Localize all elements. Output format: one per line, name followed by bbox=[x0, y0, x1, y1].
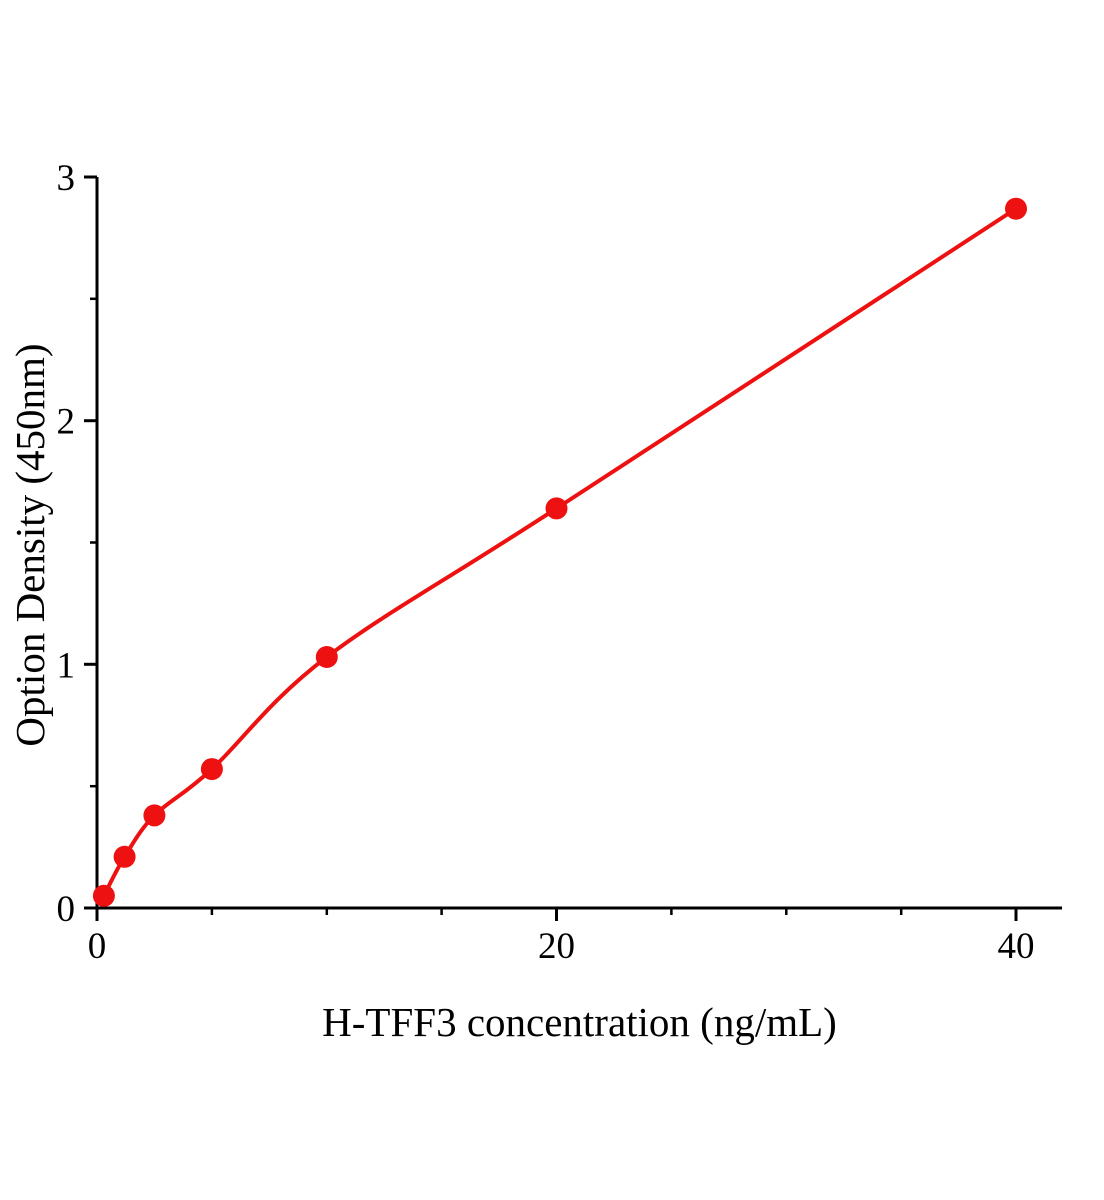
data-point bbox=[92, 884, 115, 907]
y-tick-label: 2 bbox=[57, 402, 76, 443]
data-point bbox=[545, 497, 568, 520]
x-axis-title: H-TFF3 concentration (ng/mL) bbox=[322, 999, 837, 1045]
data-point bbox=[200, 758, 223, 781]
data-point bbox=[113, 845, 136, 868]
x-tick-label: 40 bbox=[998, 926, 1035, 967]
y-tick-label: 1 bbox=[57, 645, 76, 686]
y-axis-title: Option Density (450nm) bbox=[7, 343, 53, 747]
x-tick-label: 0 bbox=[88, 926, 107, 967]
y-tick-label: 3 bbox=[57, 158, 76, 199]
y-tick-label: 0 bbox=[57, 889, 76, 930]
x-tick-label: 20 bbox=[538, 926, 575, 967]
fit-curve bbox=[101, 206, 1018, 898]
data-point bbox=[1005, 197, 1027, 220]
data-point bbox=[143, 804, 166, 827]
data-point bbox=[315, 646, 338, 668]
